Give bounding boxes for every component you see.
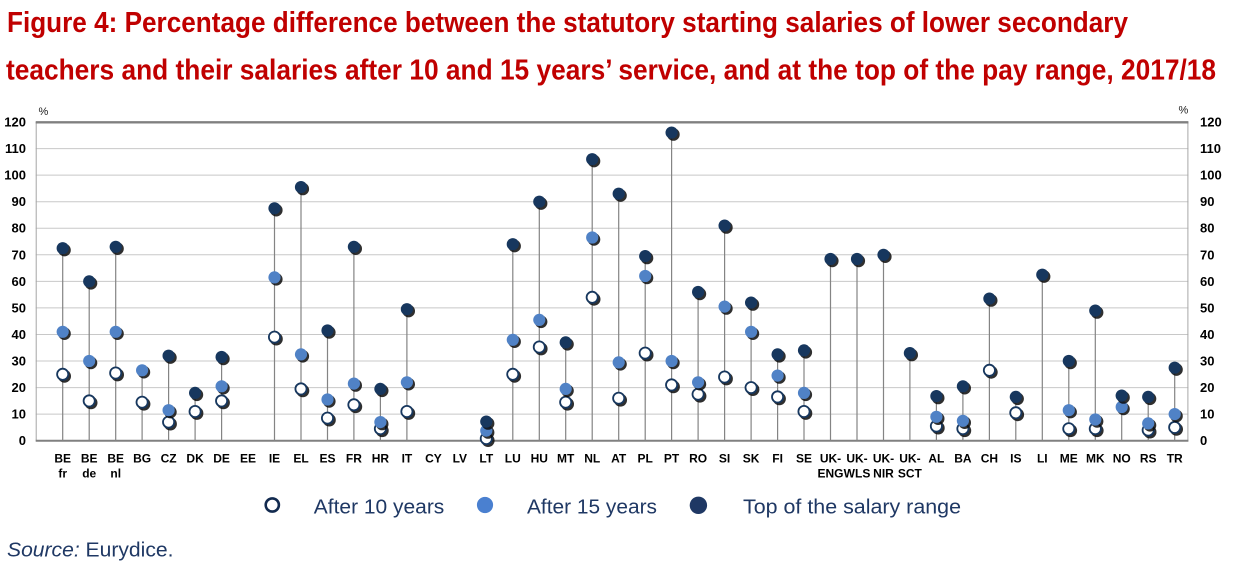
svg-text:LI: LI <box>1037 452 1048 466</box>
svg-text:MK: MK <box>1086 452 1105 466</box>
svg-text:IS: IS <box>1010 452 1021 466</box>
svg-text:0: 0 <box>1200 433 1207 448</box>
svg-text:30: 30 <box>1200 354 1214 369</box>
svg-text:60: 60 <box>12 274 26 289</box>
svg-text:20: 20 <box>1200 380 1214 395</box>
svg-text:BE: BE <box>54 452 71 466</box>
svg-text:60: 60 <box>1200 274 1214 289</box>
svg-text:UK-: UK- <box>899 452 920 466</box>
svg-text:WLS: WLS <box>844 467 871 481</box>
svg-text:HU: HU <box>531 452 548 466</box>
svg-text:40: 40 <box>12 327 26 342</box>
svg-text:100: 100 <box>4 168 26 183</box>
svg-text:SCT: SCT <box>898 467 923 481</box>
svg-text:ES: ES <box>319 452 335 466</box>
svg-text:ENG: ENG <box>817 467 843 481</box>
svg-text:AT: AT <box>611 452 627 466</box>
svg-text:SK: SK <box>743 452 760 466</box>
svg-text:Top of the salary range: Top of the salary range <box>743 497 961 519</box>
svg-text:DK: DK <box>186 452 204 466</box>
svg-text:110: 110 <box>5 141 26 156</box>
svg-text:50: 50 <box>12 300 26 315</box>
svg-text:50: 50 <box>1200 300 1214 315</box>
svg-text:BG: BG <box>133 452 151 466</box>
svg-text:fr: fr <box>58 467 67 481</box>
svg-text:PL: PL <box>638 452 653 466</box>
svg-text:120: 120 <box>1200 115 1222 130</box>
svg-text:10: 10 <box>1200 407 1214 422</box>
svg-text:BE: BE <box>81 452 98 466</box>
svg-text:nl: nl <box>110 467 121 481</box>
svg-text:90: 90 <box>12 194 26 209</box>
svg-text:90: 90 <box>1200 194 1214 209</box>
svg-text:LV: LV <box>453 452 467 466</box>
svg-text:HR: HR <box>372 452 390 466</box>
svg-text:20: 20 <box>12 380 26 395</box>
svg-text:120: 120 <box>4 115 26 130</box>
svg-text:FR: FR <box>346 452 362 466</box>
svg-text:de: de <box>82 467 96 481</box>
svg-text:PT: PT <box>664 452 680 466</box>
svg-text:80: 80 <box>12 221 26 236</box>
svg-text:SI: SI <box>719 452 730 466</box>
svg-text:TR: TR <box>1167 452 1183 466</box>
svg-text:110: 110 <box>1200 141 1221 156</box>
svg-text:BA: BA <box>954 452 972 466</box>
svg-text:%: % <box>1179 105 1189 117</box>
svg-text:100: 100 <box>1200 168 1222 183</box>
svg-text:70: 70 <box>1200 247 1214 262</box>
svg-text:CH: CH <box>981 452 998 466</box>
svg-text:70: 70 <box>12 247 26 262</box>
svg-text:IE: IE <box>269 452 280 466</box>
svg-text:RS: RS <box>1140 452 1157 466</box>
svg-text:CY: CY <box>425 452 442 466</box>
svg-text:BE: BE <box>107 452 124 466</box>
svg-text:FI: FI <box>772 452 783 466</box>
svg-text:10: 10 <box>12 407 26 422</box>
svg-text:NO: NO <box>1113 452 1131 466</box>
svg-text:NIR: NIR <box>873 467 894 481</box>
svg-text:80: 80 <box>1200 221 1214 236</box>
svg-text:UK-: UK- <box>846 452 867 466</box>
svg-text:After 10 years: After 10 years <box>314 497 445 519</box>
svg-text:ME: ME <box>1060 452 1078 466</box>
svg-text:Source: Eurydice.: Source: Eurydice. <box>7 539 174 562</box>
svg-text:Figure 4: Percentage differenc: Figure 4: Percentage difference between … <box>7 7 1128 39</box>
svg-text:UK-: UK- <box>820 452 841 466</box>
svg-text:SE: SE <box>796 452 812 466</box>
svg-text:NL: NL <box>584 452 600 466</box>
svg-text:teachers and their salaries af: teachers and their salaries after 10 and… <box>6 54 1216 86</box>
svg-text:IT: IT <box>402 452 413 466</box>
svg-text:RO: RO <box>689 452 707 466</box>
svg-text:LT: LT <box>479 452 493 466</box>
svg-text:%: % <box>39 106 49 118</box>
svg-text:0: 0 <box>19 433 26 448</box>
svg-text:40: 40 <box>1200 327 1214 342</box>
svg-text:CZ: CZ <box>161 452 177 466</box>
svg-text:30: 30 <box>12 354 26 369</box>
svg-text:LU: LU <box>505 452 521 466</box>
svg-text:DE: DE <box>213 452 230 466</box>
svg-text:After 15 years: After 15 years <box>527 497 657 519</box>
svg-text:MT: MT <box>557 452 575 466</box>
svg-text:UK-: UK- <box>873 452 894 466</box>
svg-text:AL: AL <box>928 452 944 466</box>
svg-text:EE: EE <box>240 452 256 466</box>
svg-text:EL: EL <box>293 452 308 466</box>
